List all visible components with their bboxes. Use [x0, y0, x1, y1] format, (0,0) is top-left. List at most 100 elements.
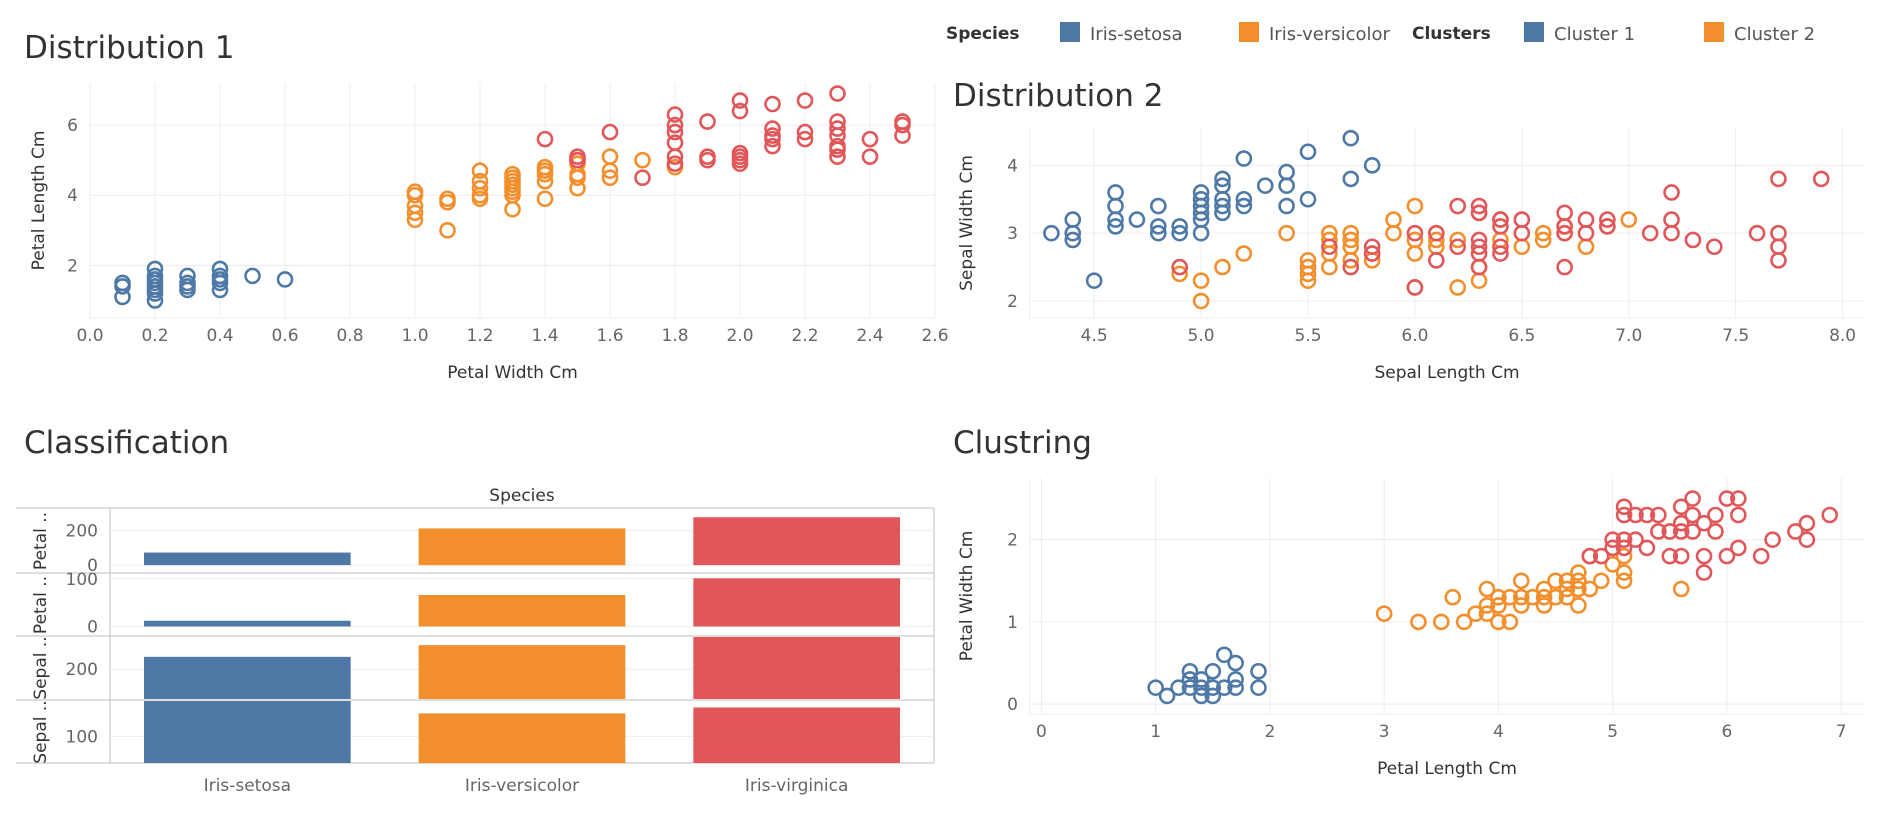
data-point-versicolor — [1342, 224, 1360, 242]
data-point-setosa — [114, 274, 131, 292]
data-point-setosa — [1215, 679, 1233, 696]
x-axis-label: Sepal Length Cm — [1374, 363, 1519, 383]
data-point-virginica — [1684, 231, 1702, 249]
x-axis-label: Petal Width Cm — [447, 363, 578, 383]
y-tick-label: 3 — [1007, 224, 1018, 244]
x-tick-label: 7.5 — [1722, 326, 1749, 346]
data-point-versicolor — [1444, 588, 1462, 606]
data-point-virginica — [666, 116, 684, 134]
data-point-virginica — [1707, 523, 1724, 540]
data-point-setosa — [211, 267, 229, 285]
data-point-virginica — [1798, 531, 1816, 548]
x-tick-label: 8.0 — [1829, 326, 1856, 346]
data-point-setosa — [1227, 671, 1244, 688]
x-tick-label: 2 — [1265, 722, 1276, 742]
data-point-versicolor — [1577, 238, 1595, 256]
data-point-virginica — [1695, 514, 1713, 532]
data-point-virginica — [1684, 506, 1701, 524]
data-point-versicolor — [1547, 588, 1564, 606]
data-point-versicolor — [1620, 211, 1638, 228]
data-point-virginica — [1730, 490, 1747, 507]
data-point-versicolor — [536, 190, 554, 208]
data-point-versicolor — [1406, 197, 1424, 215]
category-label: Iris-setosa — [204, 776, 291, 796]
data-point-virginica — [1470, 258, 1488, 276]
data-point-versicolor — [1490, 597, 1507, 614]
data-point-virginica — [1556, 258, 1573, 276]
data-point-setosa — [1170, 679, 1187, 696]
data-point-setosa — [1128, 211, 1146, 228]
data-point-versicolor — [1171, 265, 1188, 283]
data-point-versicolor — [1615, 547, 1633, 565]
data-point-versicolor — [1192, 292, 1210, 310]
data-point-virginica — [1718, 547, 1736, 565]
data-point-setosa — [1192, 190, 1210, 208]
data-point-setosa — [179, 267, 196, 285]
data-point-versicolor — [1478, 597, 1496, 614]
legend-label: Iris-setosa — [1090, 24, 1183, 45]
y-tick-label: 200 — [66, 522, 98, 542]
y-tick-label: 4 — [67, 186, 78, 206]
data-point-versicolor — [1490, 613, 1507, 631]
data-point-virginica — [601, 123, 619, 141]
data-point-versicolor — [1535, 580, 1553, 598]
data-point-setosa — [1204, 662, 1222, 680]
data-point-versicolor — [1615, 564, 1633, 581]
data-point-virginica — [1770, 238, 1787, 256]
data-point-virginica — [1684, 490, 1701, 507]
data-point-virginica — [1661, 547, 1679, 565]
data-point-setosa — [1107, 184, 1124, 201]
data-point-versicolor — [1534, 224, 1552, 242]
data-point-versicolor — [1449, 231, 1466, 249]
data-point-virginica — [1492, 245, 1509, 262]
data-point-virginica — [1615, 498, 1633, 516]
row-label: Sepal .. — [31, 700, 51, 763]
data-point-virginica — [1684, 523, 1701, 540]
data-point-virginica — [1672, 523, 1690, 540]
data-point-virginica — [1577, 211, 1595, 228]
data-point-versicolor — [1512, 597, 1530, 614]
data-point-versicolor — [1278, 224, 1295, 242]
data-point-setosa — [1250, 679, 1267, 696]
data-point-versicolor — [1570, 564, 1587, 581]
data-point-virginica — [666, 134, 684, 151]
data-point-versicolor — [1321, 231, 1338, 249]
data-point-versicolor — [1478, 580, 1496, 598]
data-point-virginica — [1321, 238, 1338, 256]
data-point-virginica — [1363, 245, 1381, 262]
y-tick-label: 2 — [1007, 292, 1018, 312]
data-point-setosa — [1342, 129, 1360, 147]
data-point-setosa — [1215, 646, 1233, 664]
data-point-versicolor — [504, 200, 521, 218]
data-point-virginica — [1730, 506, 1747, 524]
data-point-virginica — [1638, 539, 1656, 557]
data-point-setosa — [1192, 184, 1210, 201]
data-point-virginica — [1672, 547, 1690, 565]
data-point-setosa — [1107, 218, 1124, 235]
data-point-setosa — [179, 274, 196, 292]
data-point-versicolor — [1432, 613, 1450, 631]
scatter-chart-4: 0 1 2 3 4 5 6 7 0 1 2 Petal Length Cm Petal Width Cm — [957, 478, 1864, 779]
data-point-setosa — [146, 267, 164, 285]
x-tick-label: 5.0 — [1188, 326, 1215, 346]
data-point-virginica — [1730, 539, 1747, 557]
bar-versicolor — [418, 594, 626, 627]
data-point-virginica — [1604, 531, 1621, 548]
data-point-virginica — [1470, 231, 1488, 249]
data-point-virginica — [1748, 224, 1766, 242]
data-point-versicolor — [1535, 597, 1553, 614]
data-point-setosa — [1278, 163, 1295, 181]
x-tick-label: 1.2 — [466, 326, 493, 346]
x-tick-label: 2.6 — [921, 326, 948, 346]
legend-label: Cluster 1 — [1554, 24, 1636, 45]
data-point-setosa — [1150, 224, 1167, 242]
bar-setosa — [144, 656, 351, 699]
bar-virginica — [693, 637, 900, 699]
data-point-virginica — [1650, 506, 1667, 524]
data-point-versicolor — [601, 148, 619, 165]
data-point-virginica — [1672, 514, 1690, 532]
data-point-virginica — [764, 95, 781, 113]
data-point-virginica — [796, 130, 814, 148]
data-point-virginica — [829, 148, 846, 165]
